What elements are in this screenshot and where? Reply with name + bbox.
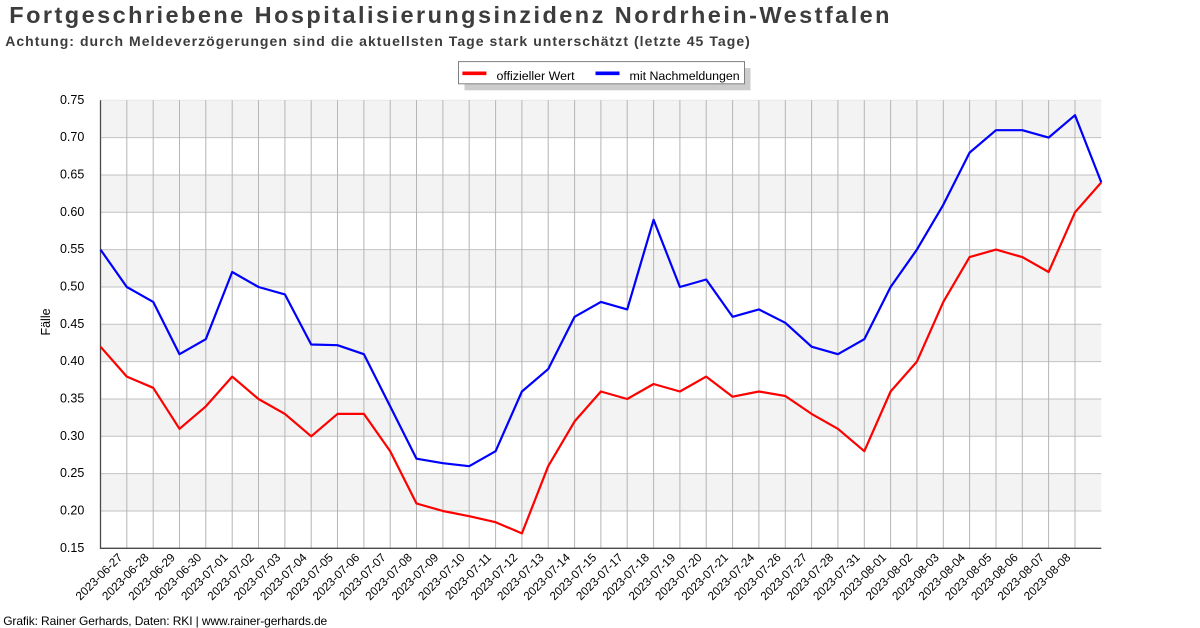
svg-text:0.65: 0.65 [60,168,84,182]
svg-text:0.25: 0.25 [60,466,84,480]
svg-text:0.35: 0.35 [60,392,84,406]
svg-text:0.45: 0.45 [60,317,84,331]
svg-text:0.55: 0.55 [60,242,84,256]
svg-text:0.50: 0.50 [60,280,84,294]
svg-text:0.30: 0.30 [60,429,84,443]
svg-text:0.75: 0.75 [60,93,84,107]
svg-text:0.70: 0.70 [60,130,84,144]
svg-text:0.60: 0.60 [60,205,84,219]
svg-text:0.40: 0.40 [60,354,84,368]
svg-text:Fälle: Fälle [39,308,53,335]
svg-text:0.15: 0.15 [60,541,84,555]
svg-text:Achtung: durch Meldeverzögerun: Achtung: durch Meldeverzögerungen sind d… [5,33,751,49]
svg-text:0.20: 0.20 [60,504,84,518]
svg-text:mit Nachmeldungen: mit Nachmeldungen [630,69,740,83]
svg-text:Grafik: Rainer Gerhards, Daten: Grafik: Rainer Gerhards, Daten: RKI | ww… [3,614,327,628]
svg-text:Fortgeschriebene Hospitalisier: Fortgeschriebene Hospitalisierungsinzide… [9,2,892,28]
svg-text:offizieller Wert: offizieller Wert [497,69,576,83]
